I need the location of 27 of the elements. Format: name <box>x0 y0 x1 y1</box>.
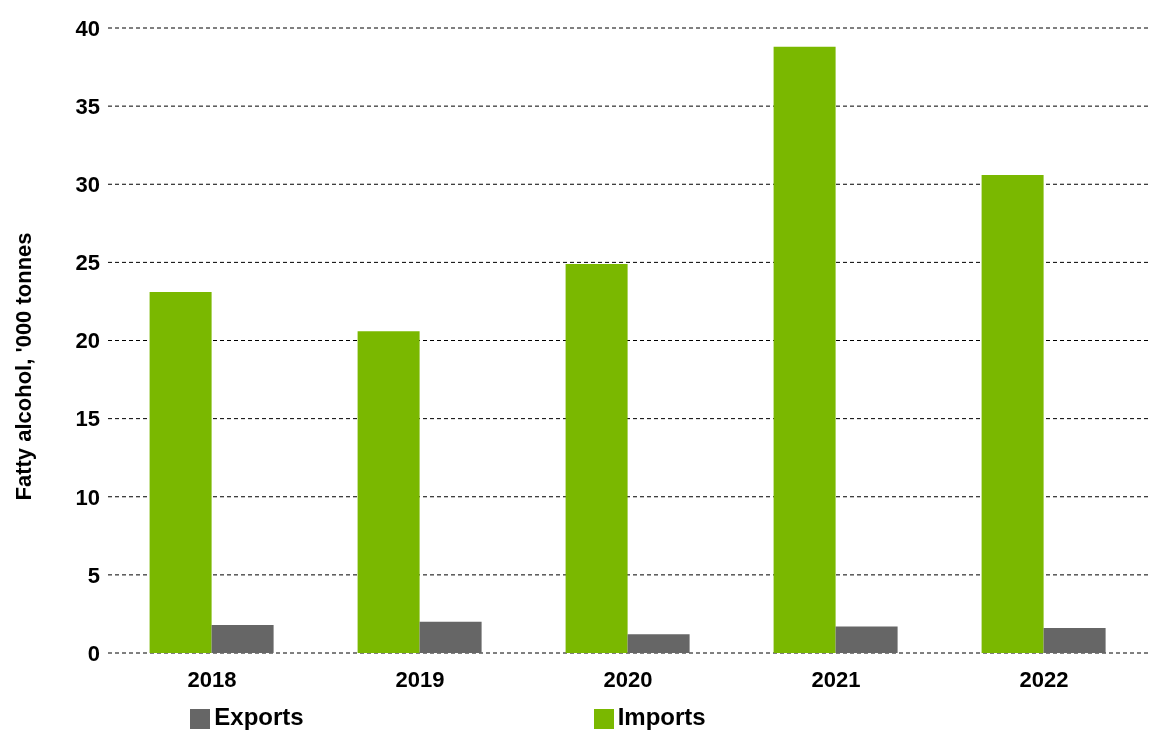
legend-label: Imports <box>617 703 706 730</box>
x-tick-label: 2020 <box>603 666 653 692</box>
y-tick-label: 10 <box>75 484 100 510</box>
bar <box>773 46 836 653</box>
y-tick-label: 5 <box>87 562 100 588</box>
bar <box>419 621 482 653</box>
x-tick-label: 2022 <box>1019 666 1069 692</box>
y-tick-label: 25 <box>75 250 100 276</box>
bar <box>627 634 690 653</box>
bar <box>565 263 628 653</box>
y-tick-label: 40 <box>75 15 100 41</box>
bar <box>1043 628 1106 653</box>
y-tick-label: 0 <box>87 640 100 666</box>
y-tick-label: 15 <box>75 406 100 432</box>
bar <box>835 626 898 653</box>
bar <box>211 624 274 653</box>
y-tick-label: 35 <box>75 93 100 119</box>
bar <box>981 174 1044 653</box>
x-tick-label: 2021 <box>811 666 861 692</box>
y-axis-title: Fatty alcohol, '000 tonnes <box>10 232 36 501</box>
x-tick-label: 2019 <box>395 666 445 692</box>
y-tick-label: 30 <box>75 172 100 198</box>
y-tick-label: 20 <box>75 328 100 354</box>
bar <box>357 331 420 653</box>
legend-label: Exports <box>214 703 304 730</box>
x-tick-label: 2018 <box>187 666 237 692</box>
bar <box>149 292 212 653</box>
